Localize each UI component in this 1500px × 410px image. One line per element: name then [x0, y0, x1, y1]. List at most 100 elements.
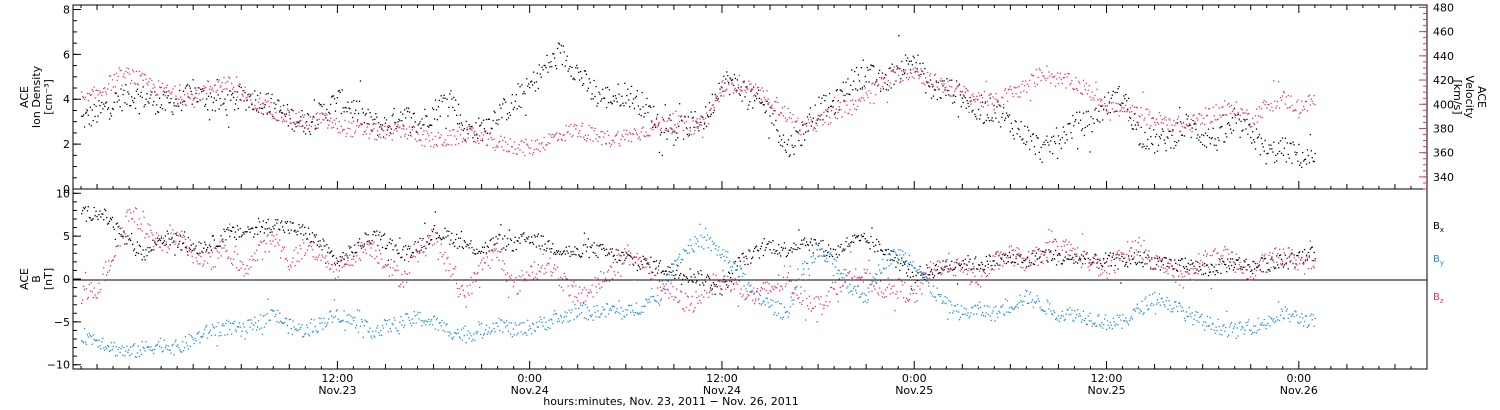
data-point: [652, 296, 654, 298]
data-point: [374, 118, 376, 120]
data-point: [927, 267, 929, 269]
data-point: [130, 346, 132, 348]
data-point: [438, 99, 440, 102]
data-point: [759, 248, 762, 250]
data-point: [712, 243, 714, 245]
data-point: [1168, 130, 1170, 132]
data-point: [106, 216, 108, 219]
data-point: [563, 134, 565, 136]
data-point: [593, 79, 595, 82]
data-point: [884, 73, 887, 76]
data-point: [600, 131, 602, 133]
data-point: [237, 107, 239, 110]
data-point: [543, 64, 545, 67]
data-point: [793, 153, 795, 155]
data-point: [762, 90, 764, 92]
data-point: [351, 122, 353, 124]
data-point: [658, 304, 661, 306]
data-point: [730, 79, 733, 82]
data-point: [566, 55, 568, 57]
data-point: [1199, 136, 1201, 138]
data-point: [390, 128, 392, 130]
data-point: [597, 140, 599, 142]
data-point: [492, 322, 494, 324]
data-point: [1017, 127, 1019, 130]
data-point: [548, 240, 550, 242]
data-point: [352, 317, 354, 319]
data-point: [921, 70, 923, 72]
data-point: [1095, 107, 1097, 109]
data-point: [567, 131, 569, 133]
data-point: [401, 120, 403, 122]
data-point: [1047, 261, 1049, 263]
data-point: [612, 305, 614, 307]
data-point: [114, 355, 116, 357]
data-point: [84, 206, 87, 208]
data-point: [246, 332, 248, 334]
data-point: [1196, 269, 1198, 271]
data-point: [937, 272, 939, 275]
data-point: [1249, 123, 1251, 125]
data-point: [747, 263, 749, 265]
data-point: [1265, 163, 1267, 165]
data-point: [94, 340, 96, 342]
data-point: [549, 248, 551, 250]
data-point: [368, 137, 370, 139]
data-point: [482, 134, 485, 136]
data-point: [99, 210, 101, 212]
data-point: [514, 322, 516, 324]
data-point: [333, 119, 336, 121]
data-point: [1145, 148, 1147, 150]
data-point: [368, 331, 370, 333]
data-point: [142, 346, 144, 348]
data-point: [714, 248, 716, 250]
data-point: [225, 322, 227, 325]
data-point: [1155, 263, 1158, 266]
data-point: [726, 88, 728, 90]
data-point: [576, 124, 578, 127]
data-point: [659, 300, 662, 302]
data-point: [726, 71, 728, 73]
data-point: [1014, 87, 1016, 89]
data-point: [732, 84, 735, 86]
data-point: [1242, 266, 1244, 269]
data-point: [126, 103, 128, 105]
data-point: [356, 309, 359, 311]
data-point: [875, 94, 877, 96]
data-point: [408, 126, 411, 128]
data-point: [1123, 257, 1125, 260]
data-point: [234, 103, 237, 105]
data-point: [650, 256, 652, 258]
data-point: [630, 93, 632, 95]
data-point: [90, 125, 92, 127]
data-point: [1083, 134, 1086, 137]
data-point: [1000, 105, 1002, 107]
data-point: [674, 259, 676, 262]
data-point: [250, 99, 252, 101]
data-point: [1019, 96, 1021, 98]
data-point: [375, 113, 377, 115]
data-point: [846, 104, 848, 106]
data-point: [576, 247, 578, 250]
data-point: [393, 129, 395, 131]
data-point: [597, 102, 599, 104]
data-point: [773, 313, 775, 316]
data-point: [901, 70, 903, 72]
data-point: [139, 75, 141, 77]
data-point: [743, 80, 745, 82]
data-point: [941, 268, 943, 270]
data-point: [964, 258, 966, 260]
data-point: [697, 271, 699, 273]
data-point: [549, 66, 551, 68]
data-point: [116, 101, 118, 103]
data-point: [503, 149, 505, 151]
data-point: [277, 99, 279, 101]
data-point: [620, 255, 622, 257]
data-point: [417, 241, 419, 243]
data-point: [1253, 123, 1256, 125]
data-point: [271, 231, 273, 233]
data-point: [588, 256, 590, 259]
data-point: [398, 252, 400, 254]
data-point: [1007, 116, 1010, 118]
data-point: [795, 287, 797, 289]
